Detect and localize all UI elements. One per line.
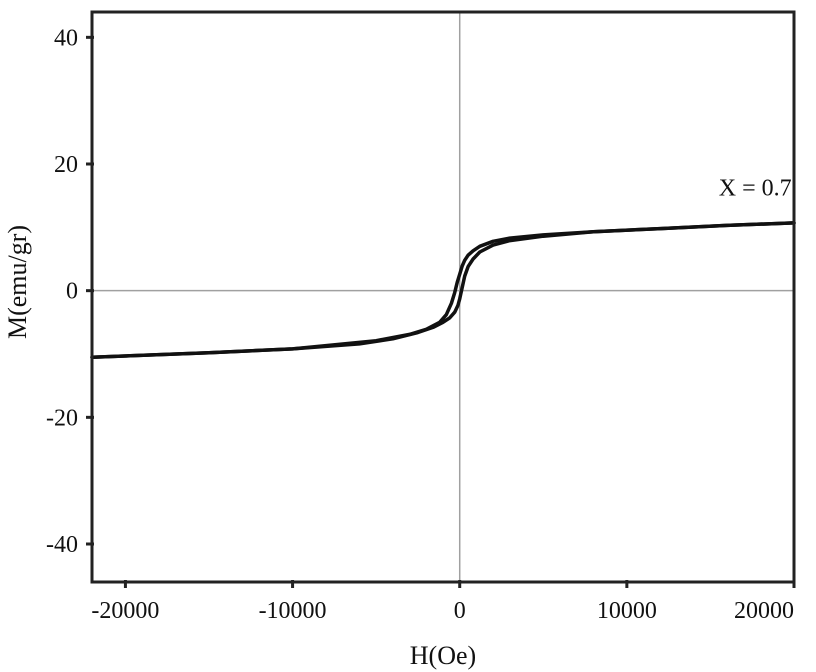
x-tick-label: -10000 (259, 598, 327, 624)
y-tick-label: -40 (46, 532, 78, 558)
curve-branch-2 (90, 221, 796, 359)
plot-frame (90, 10, 796, 584)
hysteresis-curves (90, 221, 796, 359)
zero-lines (92, 12, 794, 582)
y-tick-label: 40 (54, 25, 78, 51)
x-tick-label: 0 (454, 598, 466, 624)
y-axis-label: M(emu/gr) (3, 225, 32, 339)
y-tick-label: 20 (54, 152, 78, 178)
y-tick-label: 0 (66, 279, 78, 305)
y-tick-label: -20 (46, 405, 78, 431)
axis-ticks: 40 20 0 -20 -40 -20000 -10000 0 10000 20000 (46, 25, 796, 624)
x-tick-label: -20000 (91, 598, 159, 624)
series-annotation: X = 0.7 (719, 176, 792, 202)
x-tick-label: 10000 (597, 598, 657, 624)
x-axis-label: H(Oe) (410, 641, 476, 670)
x-tick-label: 20000 (734, 598, 794, 624)
